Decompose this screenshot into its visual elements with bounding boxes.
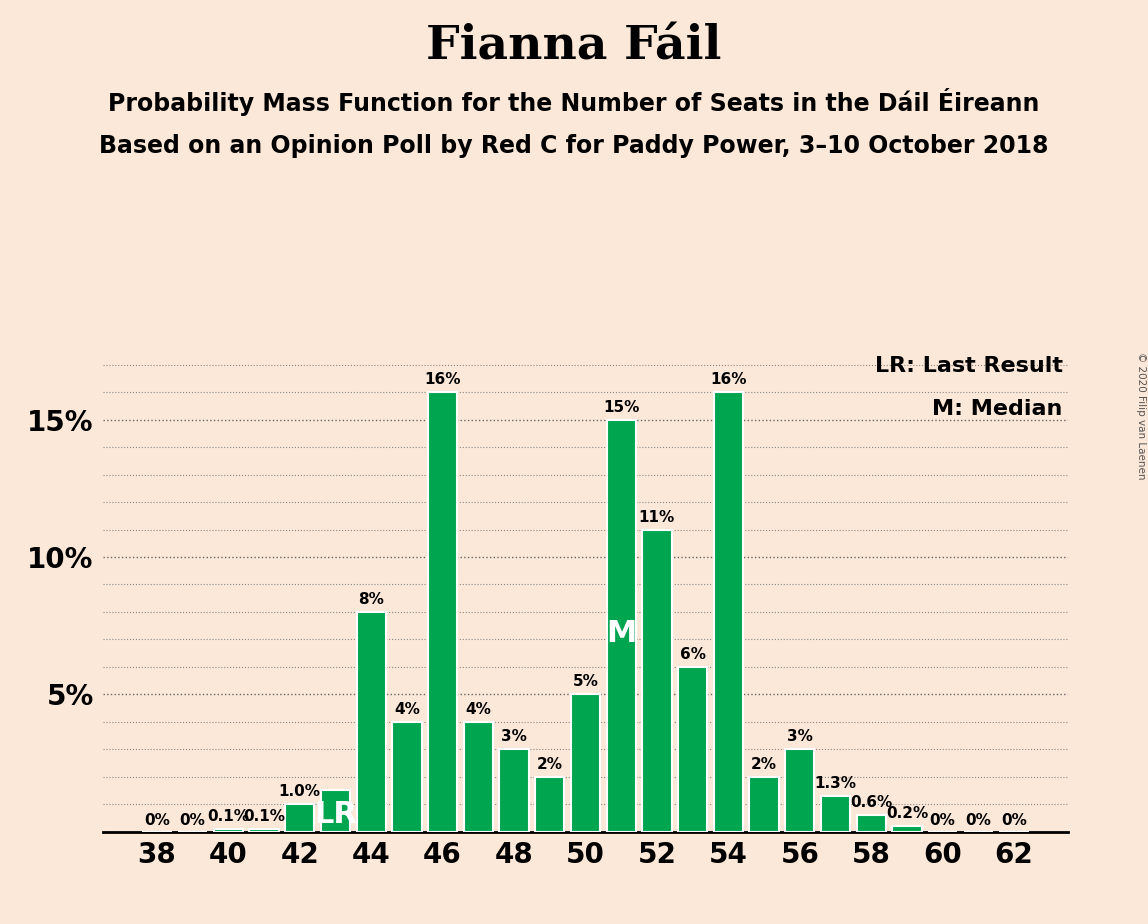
Bar (642, 529, 672, 832)
Text: 0%: 0% (144, 813, 170, 828)
Text: 4%: 4% (465, 702, 491, 717)
Bar (714, 393, 743, 832)
Text: 0.1%: 0.1% (243, 808, 285, 824)
Text: 0.2%: 0.2% (886, 806, 928, 821)
Bar (785, 749, 814, 832)
Bar (535, 777, 565, 832)
Bar (606, 419, 636, 832)
Bar (393, 722, 421, 832)
Text: 2%: 2% (537, 757, 563, 772)
Text: 5%: 5% (573, 675, 598, 689)
Text: LR: LR (315, 800, 357, 829)
Text: M: Median: M: Median (932, 399, 1063, 419)
Bar (678, 667, 707, 832)
Bar (571, 694, 600, 832)
Bar (856, 815, 886, 832)
Text: Probability Mass Function for the Number of Seats in the Dáil Éireann: Probability Mass Function for the Number… (108, 88, 1040, 116)
Bar (320, 790, 350, 832)
Bar (428, 393, 457, 832)
Text: 6%: 6% (680, 647, 706, 662)
Text: 8%: 8% (358, 592, 385, 607)
Bar (285, 804, 315, 832)
Text: 3%: 3% (502, 729, 527, 745)
Text: 0%: 0% (965, 813, 991, 828)
Text: © 2020 Filip van Laenen: © 2020 Filip van Laenen (1135, 352, 1146, 480)
Bar (464, 722, 492, 832)
Bar (750, 777, 778, 832)
Text: 0.6%: 0.6% (850, 796, 892, 810)
Text: Fianna Fáil: Fianna Fáil (426, 23, 722, 69)
Text: 3%: 3% (786, 729, 813, 745)
Bar (214, 829, 243, 832)
Text: M: M (606, 619, 636, 649)
Text: 16%: 16% (711, 372, 746, 387)
Text: LR: Last Result: LR: Last Result (875, 356, 1063, 376)
Text: 11%: 11% (638, 510, 675, 525)
Text: 0.1%: 0.1% (208, 808, 249, 824)
Text: 1.0%: 1.0% (279, 784, 320, 799)
Text: 0%: 0% (930, 813, 955, 828)
Text: 0%: 0% (180, 813, 205, 828)
Text: 15%: 15% (603, 400, 639, 415)
Text: 2%: 2% (751, 757, 777, 772)
Bar (249, 829, 279, 832)
Bar (499, 749, 529, 832)
Text: 4%: 4% (394, 702, 420, 717)
Text: 1.3%: 1.3% (814, 776, 856, 791)
Bar (892, 826, 922, 832)
Text: Based on an Opinion Poll by Red C for Paddy Power, 3–10 October 2018: Based on an Opinion Poll by Red C for Pa… (99, 134, 1049, 158)
Bar (357, 612, 386, 832)
Bar (821, 796, 851, 832)
Text: 0%: 0% (1001, 813, 1027, 828)
Text: 16%: 16% (425, 372, 460, 387)
